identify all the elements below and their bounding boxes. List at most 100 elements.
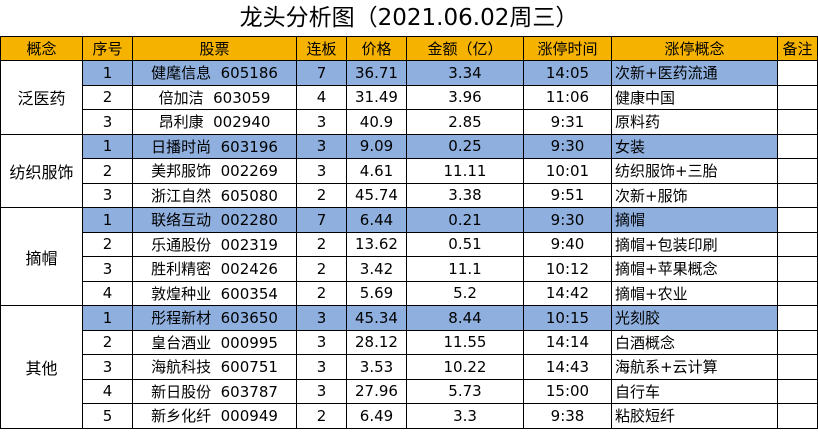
limit-time-cell[interactable]: 10:01 xyxy=(523,158,612,184)
notes-cell[interactable] xyxy=(777,207,818,233)
amount-cell[interactable]: 5.73 xyxy=(406,378,524,404)
limit-concept-cell[interactable]: 光刻胶 xyxy=(611,305,778,331)
stock-cell[interactable]: 昂利康 002940 xyxy=(132,109,297,135)
index-cell[interactable]: 2 xyxy=(82,231,133,257)
boards-cell[interactable]: 7 xyxy=(296,207,347,233)
index-cell[interactable]: 4 xyxy=(82,280,133,306)
limit-time-cell[interactable]: 14:05 xyxy=(523,60,612,86)
stock-cell[interactable]: 日播时尚 603196 xyxy=(132,133,297,159)
stock-cell[interactable]: 浙江自然 605080 xyxy=(132,182,297,208)
index-cell[interactable]: 2 xyxy=(82,329,133,355)
amount-cell[interactable]: 3.38 xyxy=(406,182,524,208)
limit-time-cell[interactable]: 14:42 xyxy=(523,280,612,306)
stock-cell[interactable]: 胜利精密 002426 xyxy=(132,256,297,282)
price-cell[interactable]: 45.74 xyxy=(346,182,407,208)
boards-cell[interactable]: 3 xyxy=(296,378,347,404)
limit-time-cell[interactable]: 15:00 xyxy=(523,378,612,404)
header-notes[interactable]: 备注 xyxy=(777,36,818,61)
concept-group-cell[interactable]: 其他 xyxy=(0,305,83,429)
amount-cell[interactable]: 0.25 xyxy=(406,133,524,159)
boards-cell[interactable]: 3 xyxy=(296,305,347,331)
limit-concept-cell[interactable]: 摘帽+农业 xyxy=(611,280,778,306)
amount-cell[interactable]: 3.34 xyxy=(406,60,524,86)
limit-time-cell[interactable]: 9:31 xyxy=(523,109,612,135)
notes-cell[interactable] xyxy=(777,158,818,184)
boards-cell[interactable]: 3 xyxy=(296,354,347,380)
header-boards[interactable]: 连板 xyxy=(296,36,347,61)
boards-cell[interactable]: 2 xyxy=(296,182,347,208)
stock-cell[interactable]: 彤程新材 603650 xyxy=(132,305,297,331)
limit-time-cell[interactable]: 9:30 xyxy=(523,207,612,233)
boards-cell[interactable]: 2 xyxy=(296,231,347,257)
amount-cell[interactable]: 8.44 xyxy=(406,305,524,331)
limit-concept-cell[interactable]: 女装 xyxy=(611,133,778,159)
limit-time-cell[interactable]: 10:12 xyxy=(523,256,612,282)
header-concept[interactable]: 概念 xyxy=(0,36,83,61)
limit-time-cell[interactable]: 14:14 xyxy=(523,329,612,355)
index-cell[interactable]: 5 xyxy=(82,403,133,429)
limit-concept-cell[interactable]: 次新+医药流通 xyxy=(611,60,778,86)
boards-cell[interactable]: 3 xyxy=(296,158,347,184)
boards-cell[interactable]: 2 xyxy=(296,403,347,429)
notes-cell[interactable] xyxy=(777,378,818,404)
notes-cell[interactable] xyxy=(777,60,818,86)
stock-cell[interactable]: 敦煌种业 600354 xyxy=(132,280,297,306)
boards-cell[interactable]: 2 xyxy=(296,256,347,282)
stock-cell[interactable]: 美邦服饰 002269 xyxy=(132,158,297,184)
limit-concept-cell[interactable]: 纺织服饰+三胎 xyxy=(611,158,778,184)
limit-time-cell[interactable]: 11:06 xyxy=(523,84,612,110)
limit-concept-cell[interactable]: 次新+服饰 xyxy=(611,182,778,208)
index-cell[interactable]: 2 xyxy=(82,158,133,184)
notes-cell[interactable] xyxy=(777,256,818,282)
notes-cell[interactable] xyxy=(777,305,818,331)
boards-cell[interactable]: 2 xyxy=(296,280,347,306)
limit-time-cell[interactable]: 9:30 xyxy=(523,133,612,159)
limit-concept-cell[interactable]: 海航系+云计算 xyxy=(611,354,778,380)
limit-concept-cell[interactable]: 摘帽+包装印刷 xyxy=(611,231,778,257)
price-cell[interactable]: 36.71 xyxy=(346,60,407,86)
limit-concept-cell[interactable]: 自行车 xyxy=(611,378,778,404)
concept-group-cell[interactable]: 摘帽 xyxy=(0,207,83,306)
index-cell[interactable]: 1 xyxy=(82,207,133,233)
amount-cell[interactable]: 3.3 xyxy=(406,403,524,429)
header-amount[interactable]: 金额（亿） xyxy=(406,36,524,61)
price-cell[interactable]: 28.12 xyxy=(346,329,407,355)
price-cell[interactable]: 3.42 xyxy=(346,256,407,282)
concept-group-cell[interactable]: 纺织服饰 xyxy=(0,133,83,208)
index-cell[interactable]: 1 xyxy=(82,60,133,86)
boards-cell[interactable]: 3 xyxy=(296,329,347,355)
amount-cell[interactable]: 11.11 xyxy=(406,158,524,184)
price-cell[interactable]: 6.49 xyxy=(346,403,407,429)
limit-concept-cell[interactable]: 摘帽 xyxy=(611,207,778,233)
limit-time-cell[interactable]: 9:51 xyxy=(523,182,612,208)
index-cell[interactable]: 3 xyxy=(82,354,133,380)
stock-cell[interactable]: 健麾信息 605186 xyxy=(132,60,297,86)
limit-time-cell[interactable]: 10:15 xyxy=(523,305,612,331)
limit-concept-cell[interactable]: 摘帽+苹果概念 xyxy=(611,256,778,282)
price-cell[interactable]: 45.34 xyxy=(346,305,407,331)
stock-cell[interactable]: 乐通股份 002319 xyxy=(132,231,297,257)
index-cell[interactable]: 4 xyxy=(82,378,133,404)
index-cell[interactable]: 1 xyxy=(82,133,133,159)
header-limit-concept[interactable]: 涨停概念 xyxy=(611,36,778,61)
amount-cell[interactable]: 10.22 xyxy=(406,354,524,380)
price-cell[interactable]: 3.53 xyxy=(346,354,407,380)
header-limit-time[interactable]: 涨停时间 xyxy=(523,36,612,61)
notes-cell[interactable] xyxy=(777,133,818,159)
boards-cell[interactable]: 4 xyxy=(296,84,347,110)
boards-cell[interactable]: 3 xyxy=(296,109,347,135)
header-stock[interactable]: 股票 xyxy=(132,36,297,61)
stock-cell[interactable]: 联络互动 002280 xyxy=(132,207,297,233)
notes-cell[interactable] xyxy=(777,109,818,135)
price-cell[interactable]: 6.44 xyxy=(346,207,407,233)
amount-cell[interactable]: 0.51 xyxy=(406,231,524,257)
limit-concept-cell[interactable]: 白酒概念 xyxy=(611,329,778,355)
price-cell[interactable]: 9.09 xyxy=(346,133,407,159)
header-price[interactable]: 价格 xyxy=(346,36,407,61)
notes-cell[interactable] xyxy=(777,280,818,306)
price-cell[interactable]: 31.49 xyxy=(346,84,407,110)
limit-time-cell[interactable]: 14:43 xyxy=(523,354,612,380)
header-index[interactable]: 序号 xyxy=(82,36,133,61)
limit-concept-cell[interactable]: 粘胶短纤 xyxy=(611,403,778,429)
notes-cell[interactable] xyxy=(777,354,818,380)
